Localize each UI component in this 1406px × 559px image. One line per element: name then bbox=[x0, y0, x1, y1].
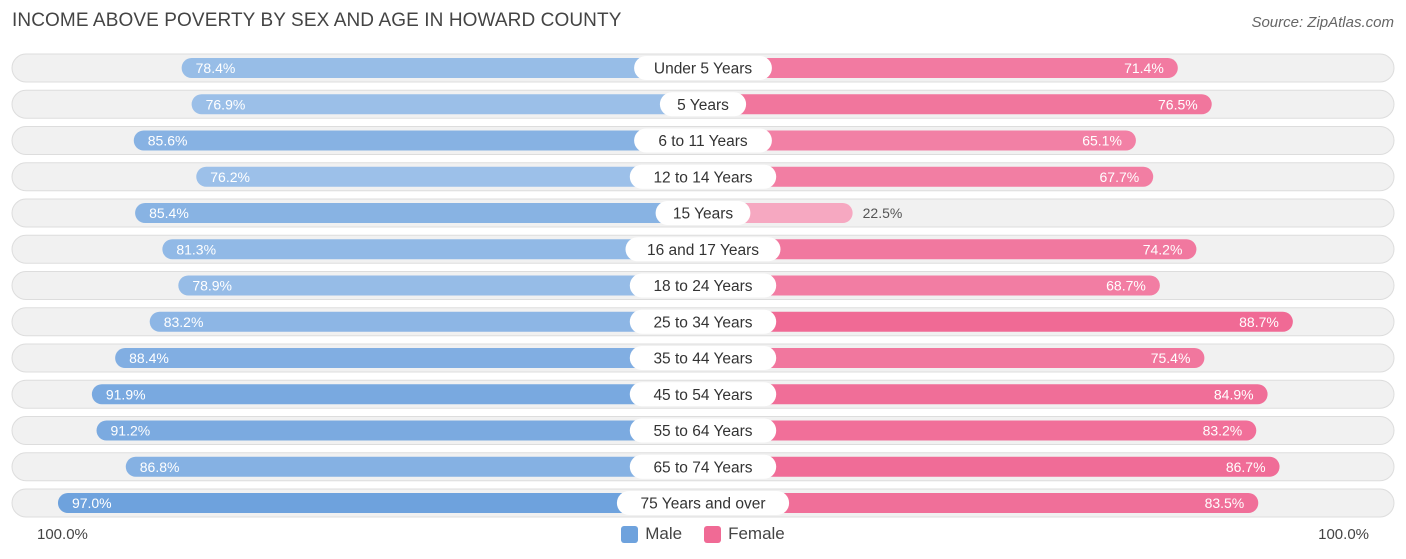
male-bar bbox=[133, 130, 703, 151]
category-pill bbox=[655, 201, 751, 225]
male-bar bbox=[57, 493, 703, 513]
male-bar bbox=[135, 203, 704, 223]
female-value-label: 76.5% bbox=[1158, 96, 1198, 112]
male-bar bbox=[162, 239, 704, 260]
male-value-label: 86.8% bbox=[140, 459, 180, 475]
male-bar bbox=[149, 311, 704, 332]
male-bar bbox=[125, 456, 703, 477]
female-bar bbox=[703, 348, 1205, 368]
category-label: 15 Years bbox=[673, 206, 734, 223]
female-value-label: 65.1% bbox=[1082, 133, 1122, 149]
category-pill bbox=[634, 56, 772, 80]
female-bar bbox=[703, 275, 1160, 296]
category-pill bbox=[629, 346, 777, 370]
category-label: 25 to 34 Years bbox=[653, 314, 752, 331]
category-pill bbox=[629, 454, 777, 479]
male-value-label: 76.2% bbox=[210, 169, 250, 185]
female-bar bbox=[703, 166, 1154, 187]
category-label: 5 Years bbox=[677, 97, 729, 114]
female-value-label: 74.2% bbox=[1143, 241, 1183, 257]
female-value-label: 67.7% bbox=[1100, 169, 1140, 185]
category-label: 55 to 64 Years bbox=[653, 423, 752, 440]
male-bar bbox=[191, 94, 704, 115]
axis-left-label: 100.0% bbox=[37, 526, 88, 543]
male-bar bbox=[115, 348, 703, 368]
male-value-label: 85.4% bbox=[149, 205, 189, 221]
male-bar bbox=[96, 420, 703, 441]
category-label: 65 to 74 Years bbox=[653, 459, 752, 476]
male-value-label: 78.9% bbox=[192, 278, 232, 294]
category-pill bbox=[659, 92, 747, 117]
legend-swatch-male bbox=[621, 525, 639, 543]
male-bar bbox=[181, 58, 703, 78]
male-bar bbox=[91, 384, 704, 405]
female-bar bbox=[703, 384, 1268, 405]
male-value-label: 91.9% bbox=[106, 386, 146, 402]
category-label: 12 to 14 Years bbox=[653, 169, 752, 186]
legend-label-male: Male bbox=[645, 524, 683, 543]
male-value-label: 91.2% bbox=[111, 423, 151, 439]
category-pill bbox=[629, 418, 777, 443]
female-bar bbox=[703, 130, 1136, 151]
source-label: Source: ZipAtlas.com bbox=[1251, 14, 1394, 31]
chart-svg: 78.4% 71.4% Under 5 Years 76.9% 76.5% 5 Years… bbox=[11, 53, 1395, 518]
category-label: 6 to 11 Years bbox=[658, 133, 748, 150]
category-label: Under 5 Years bbox=[654, 61, 752, 78]
female-bar bbox=[703, 239, 1197, 260]
axis-right-label: 100.0% bbox=[1318, 526, 1369, 543]
legend-swatch-female bbox=[704, 525, 722, 543]
male-value-label: 83.2% bbox=[164, 314, 204, 330]
female-value-label: 83.5% bbox=[1205, 495, 1245, 511]
category-pill bbox=[616, 491, 790, 515]
female-bar bbox=[703, 94, 1212, 115]
female-value-label: 88.7% bbox=[1239, 314, 1279, 330]
male-bar bbox=[178, 275, 703, 296]
female-bar bbox=[703, 493, 1259, 513]
category-label: 35 to 44 Years bbox=[653, 351, 752, 368]
male-value-label: 85.6% bbox=[148, 133, 188, 149]
category-pill bbox=[634, 128, 772, 153]
female-value-label: 75.4% bbox=[1151, 350, 1191, 366]
female-bar bbox=[703, 58, 1178, 78]
female-value-label: 68.7% bbox=[1106, 278, 1146, 294]
female-bar bbox=[703, 456, 1280, 477]
male-value-label: 76.9% bbox=[206, 96, 246, 112]
male-value-label: 97.0% bbox=[72, 495, 112, 511]
male-value-label: 78.4% bbox=[196, 60, 236, 76]
chart-title: INCOME ABOVE POVERTY BY SEX AND AGE IN H… bbox=[12, 10, 622, 31]
female-value-label: 84.9% bbox=[1214, 386, 1254, 402]
category-label: 18 to 24 Years bbox=[653, 278, 752, 295]
female-value-label: 22.5% bbox=[863, 205, 903, 221]
legend-item-female[interactable]: Female bbox=[704, 524, 785, 544]
female-value-label: 86.7% bbox=[1226, 459, 1266, 475]
category-pill bbox=[629, 273, 777, 298]
category-pill bbox=[629, 164, 777, 189]
female-bar bbox=[703, 420, 1257, 441]
female-value-label: 71.4% bbox=[1124, 60, 1164, 76]
female-bar bbox=[703, 311, 1293, 332]
female-value-label: 83.2% bbox=[1203, 423, 1243, 439]
category-pill bbox=[625, 237, 781, 262]
male-value-label: 88.4% bbox=[129, 350, 169, 366]
category-pill bbox=[629, 309, 777, 334]
category-label: 45 to 54 Years bbox=[653, 387, 752, 404]
male-bar bbox=[196, 166, 703, 187]
legend-label-female: Female bbox=[728, 524, 785, 543]
category-label: 75 Years and over bbox=[641, 496, 766, 513]
category-label: 16 and 17 Years bbox=[647, 242, 759, 259]
category-pill bbox=[629, 382, 777, 407]
legend-item-male[interactable]: Male bbox=[621, 524, 682, 544]
male-value-label: 81.3% bbox=[176, 241, 216, 257]
legend: Male Female bbox=[0, 524, 1406, 544]
